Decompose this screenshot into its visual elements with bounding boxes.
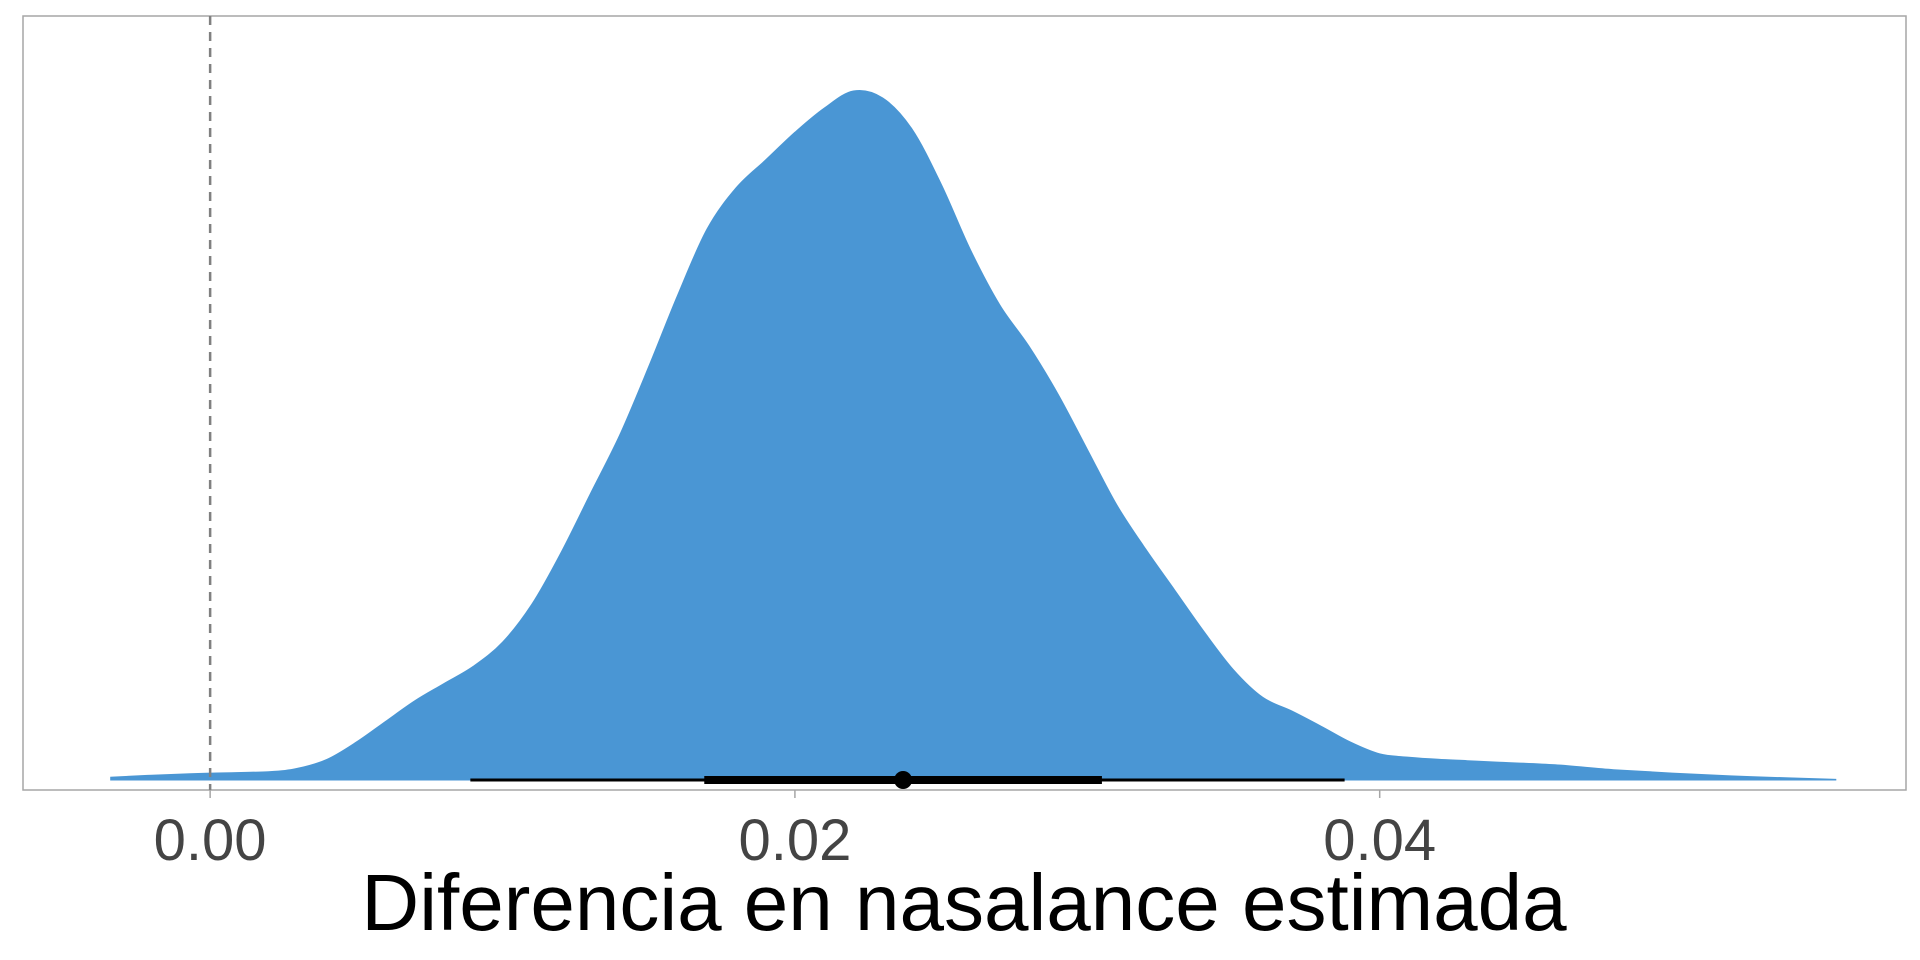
x-tick-label: 0.04	[1323, 808, 1436, 873]
x-tick-label: 0.00	[154, 808, 267, 873]
x-tick-label: 0.02	[738, 808, 851, 873]
x-axis-title: Diferencia en nasalance estimada	[361, 858, 1567, 947]
chart-marks	[110, 16, 1837, 790]
median-point	[894, 771, 913, 789]
x-axis: 0.00 0.02 0.04	[154, 790, 1436, 873]
density-area	[110, 89, 1837, 781]
